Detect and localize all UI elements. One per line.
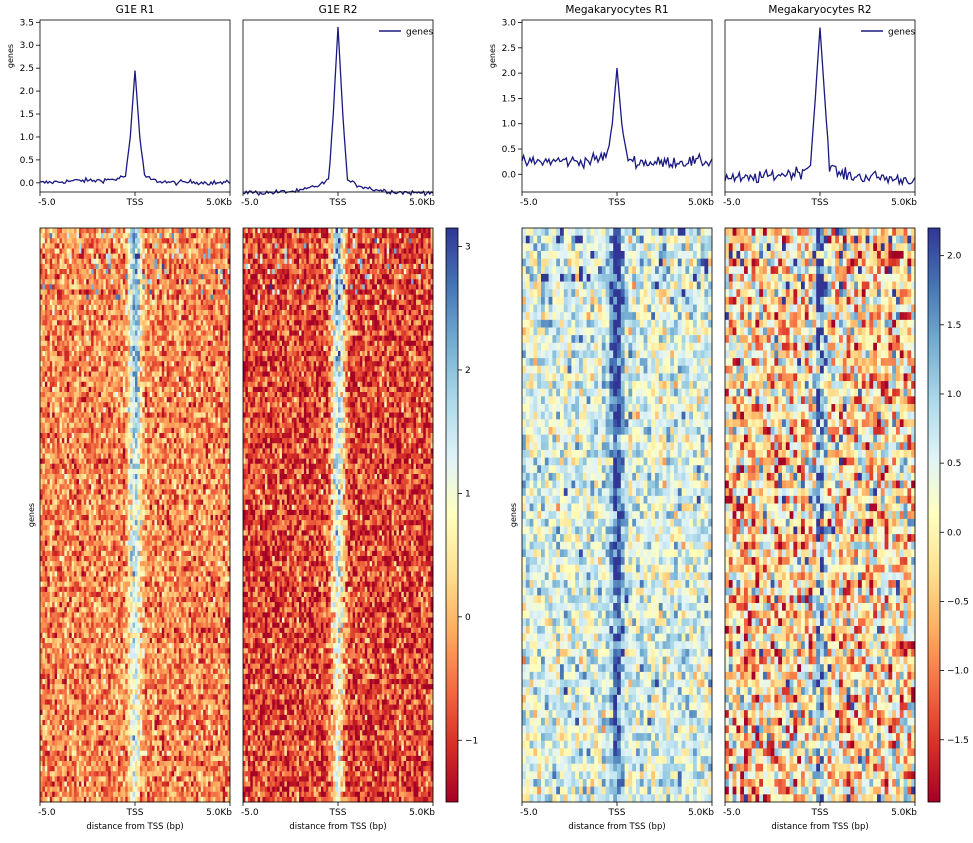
profile-xtick-label: TSS <box>608 198 626 208</box>
profile-frame <box>243 20 433 192</box>
profile-xtick-label: 5.0Kb <box>688 198 714 208</box>
profile-y-label: genes <box>488 44 497 68</box>
profile-xtick-label: TSS <box>811 198 829 208</box>
colorbar <box>928 228 940 802</box>
heatmap-x-label: distance from TSS (bp) <box>289 822 386 832</box>
heatmap-xtick-label: -5.0 <box>241 808 259 818</box>
profile-ytick-label: 0.5 <box>20 156 34 166</box>
heatmap-xtick-label: TSS <box>329 808 347 818</box>
heatmap-x-label: distance from TSS (bp) <box>568 822 665 832</box>
profile-ytick-label: 3.5 <box>20 18 34 28</box>
profile-ytick-label: 2.0 <box>20 87 35 97</box>
profile-xtick-label: -5.0 <box>723 198 741 208</box>
heatmap-x-label: distance from TSS (bp) <box>771 822 868 832</box>
colorbar-tick-label: −1 <box>465 736 478 746</box>
heatmap-xtick-label: -5.0 <box>520 808 538 818</box>
heatmap-y-label: genes <box>509 503 518 527</box>
colorbar-tick-label: 2 <box>465 366 471 376</box>
profile-xtick-label: TSS <box>126 198 144 208</box>
profile-line-genes <box>725 28 915 184</box>
legend-label-genes: genes <box>888 28 915 38</box>
colorbar-tick-label: 0.0 <box>947 528 962 538</box>
profile-ytick-label: 1.5 <box>20 110 34 120</box>
profile-xtick-label: TSS <box>329 198 347 208</box>
profile-line-genes <box>243 27 433 196</box>
profile-ytick-label: 0.0 <box>502 170 517 180</box>
colorbar-tick-label: 3 <box>465 243 471 253</box>
profile-y-label: genes <box>6 44 15 68</box>
heatmap-cells <box>725 228 915 802</box>
profile-frame <box>40 20 230 192</box>
profile-line-genes <box>40 71 230 186</box>
colorbar-tick-label: −1.0 <box>947 667 969 677</box>
heatmap-cells <box>243 228 433 802</box>
profile-ytick-label: 1.0 <box>502 120 517 130</box>
profile-ytick-label: 3.0 <box>502 19 517 29</box>
profile-title: G1E R2 <box>319 4 358 16</box>
heatmap-xtick-label: -5.0 <box>723 808 741 818</box>
profile-ytick-label: 2.5 <box>20 64 34 74</box>
profile-frame <box>725 20 915 192</box>
heatmap-xtick-label: 5.0Kb <box>891 808 917 818</box>
heatmap-xtick-label: TSS <box>126 808 144 818</box>
profile-ytick-label: 0.0 <box>20 179 35 189</box>
heatmap-xtick-label: TSS <box>811 808 829 818</box>
heatmap-cells <box>522 228 712 802</box>
heatmap-xtick-label: TSS <box>608 808 626 818</box>
colorbar-tick-label: 2.0 <box>947 252 962 262</box>
colorbar-tick-label: −1.5 <box>947 736 969 746</box>
profile-xtick-label: 5.0Kb <box>206 198 232 208</box>
colorbar-tick-label: 1 <box>465 489 471 499</box>
profile-xtick-label: -5.0 <box>38 198 56 208</box>
profile-title: Megakaryocytes R2 <box>768 4 871 16</box>
profile-ytick-label: 2.0 <box>502 69 517 79</box>
legend-label-genes: genes <box>406 28 433 38</box>
heatmap-cells <box>40 228 230 802</box>
colorbar-tick-label: −0.5 <box>947 597 969 607</box>
profile-ytick-label: 1.5 <box>502 94 516 104</box>
profile-title: Megakaryocytes R1 <box>565 4 668 16</box>
profile-ytick-label: 0.5 <box>502 145 516 155</box>
heatmap-xtick-label: 5.0Kb <box>409 808 435 818</box>
colorbar-tick-label: 1.0 <box>947 390 962 400</box>
profile-xtick-label: 5.0Kb <box>409 198 435 208</box>
heatmap-x-label: distance from TSS (bp) <box>86 822 183 832</box>
profile-xtick-label: -5.0 <box>520 198 538 208</box>
colorbar-tick-label: 1.5 <box>947 321 961 331</box>
profile-ytick-label: 3.0 <box>20 41 35 51</box>
colorbar <box>446 228 458 802</box>
heatmap-xtick-label: 5.0Kb <box>206 808 232 818</box>
profile-xtick-label: 5.0Kb <box>891 198 917 208</box>
heatmap-xtick-label: -5.0 <box>38 808 56 818</box>
colorbar-tick-label: 0 <box>465 613 471 623</box>
colorbar-tick-label: 0.5 <box>947 459 961 469</box>
profile-title: G1E R1 <box>116 4 155 16</box>
profile-ytick-label: 2.5 <box>502 44 516 54</box>
profile-xtick-label: -5.0 <box>241 198 259 208</box>
profile-ytick-label: 1.0 <box>20 133 35 143</box>
heatmap-y-label: genes <box>27 503 36 527</box>
heatmap-xtick-label: 5.0Kb <box>688 808 714 818</box>
profile-line-genes <box>522 68 712 168</box>
